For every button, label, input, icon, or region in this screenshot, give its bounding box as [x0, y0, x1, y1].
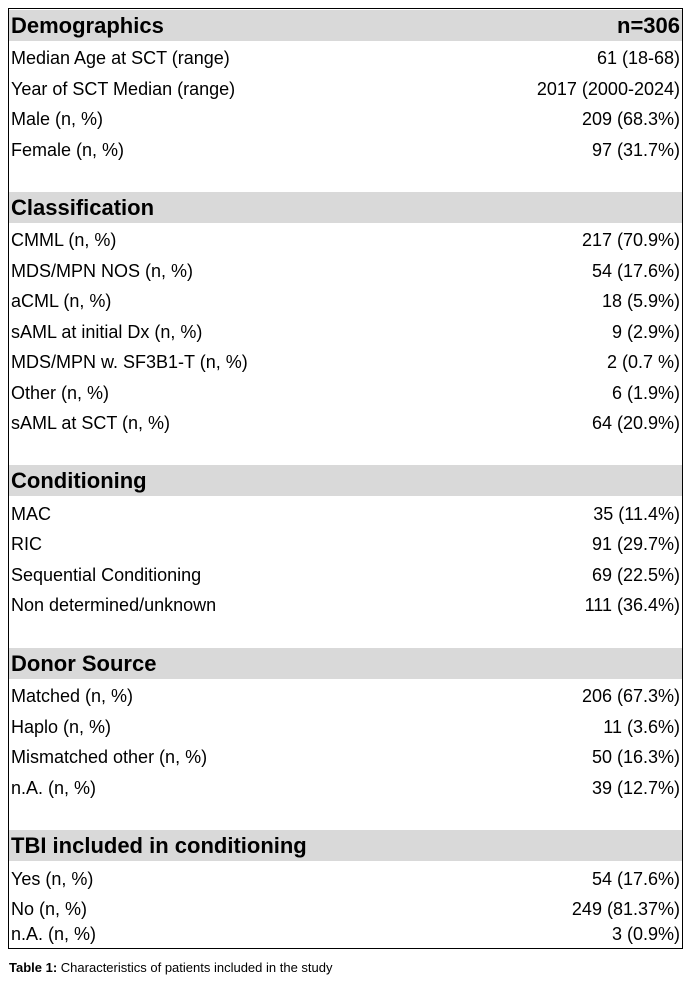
row-label: Median Age at SCT (range): [11, 47, 230, 68]
table-row: No (n, %) 249 (81.37%): [9, 894, 682, 924]
table-row: sAML at initial Dx (n, %) 9 (2.9%): [9, 317, 682, 347]
row-label: Sequential Conditioning: [11, 564, 202, 585]
row-label: Female (n, %): [11, 139, 125, 160]
row-value: 6 (1.9%): [611, 382, 680, 403]
row-value: 39 (12.7%): [591, 777, 680, 798]
row-label: Haplo (n, %): [11, 716, 112, 737]
table-row: Median Age at SCT (range) 61 (18-68): [9, 43, 682, 73]
table-row: MDS/MPN w. SF3B1-T (n, %) 2 (0.7 %): [9, 347, 682, 377]
section-header-tbi: TBI included in conditioning: [9, 830, 682, 861]
row-value: 111 (36.4%): [584, 594, 680, 615]
row-value: 54 (17.6%): [591, 868, 680, 889]
row-label: RIC: [11, 533, 42, 554]
table-row: Matched (n, %) 206 (67.3%): [9, 681, 682, 711]
row-value: 50 (16.3%): [591, 746, 680, 767]
table-row: n.A. (n, %) 39 (12.7%): [9, 773, 682, 803]
row-label: Male (n, %): [11, 108, 104, 129]
table-row: Haplo (n, %) 11 (3.6%): [9, 712, 682, 742]
row-label: MDS/MPN w. SF3B1-T (n, %): [11, 351, 248, 372]
table-row: Sequential Conditioning 69 (22.5%): [9, 560, 682, 590]
section-header-conditioning: Conditioning: [9, 465, 682, 496]
table-caption: Table 1: Characteristics of patients inc…: [9, 960, 332, 975]
table-row: Male (n, %) 209 (68.3%): [9, 104, 682, 134]
section-title: Donor Source: [11, 650, 157, 676]
row-label: sAML at initial Dx (n, %): [11, 321, 203, 342]
table-row: Non determined/unknown 111 (36.4%): [9, 590, 682, 620]
caption-label: Table 1:: [9, 960, 58, 975]
row-value: 209 (68.3%): [581, 108, 680, 129]
row-value: 2 (0.7 %): [606, 351, 680, 372]
row-value: 61 (18-68): [596, 47, 680, 68]
row-label: n.A. (n, %): [11, 923, 97, 944]
table-row: Mismatched other (n, %) 50 (16.3%): [9, 742, 682, 772]
table-row: Female (n, %) 97 (31.7%): [9, 135, 682, 165]
row-value: 11 (3.6%): [603, 716, 680, 737]
row-label: Matched (n, %): [11, 685, 134, 706]
row-value: 69 (22.5%): [591, 564, 680, 585]
row-label: n.A. (n, %): [11, 777, 97, 798]
row-value: 217 (70.9%): [581, 229, 680, 250]
row-label: Mismatched other (n, %): [11, 746, 208, 767]
row-label: No (n, %): [11, 898, 88, 919]
row-label: aCML (n, %): [11, 290, 112, 311]
row-value: 18 (5.9%): [601, 290, 680, 311]
row-label: CMML (n, %): [11, 229, 117, 250]
row-value: 249 (81.37%): [571, 898, 680, 919]
section-header-classification: Classification: [9, 192, 682, 223]
section-title: TBI included in conditioning: [11, 832, 307, 858]
row-label: sAML at SCT (n, %): [11, 412, 171, 433]
section-header-donor-source: Donor Source: [9, 648, 682, 679]
row-label: Year of SCT Median (range): [11, 78, 236, 99]
table-row: aCML (n, %) 18 (5.9%): [9, 286, 682, 316]
row-label: MDS/MPN NOS (n, %): [11, 260, 194, 281]
row-value: 3 (0.9%): [611, 923, 680, 944]
row-value: 35 (11.4%): [593, 503, 680, 524]
table-row: Yes (n, %) 54 (17.6%): [9, 864, 682, 894]
row-label: Non determined/unknown: [11, 594, 217, 615]
table-row: Other (n, %) 6 (1.9%): [9, 378, 682, 408]
table-row: Year of SCT Median (range) 2017 (2000-20…: [9, 74, 682, 104]
row-value: 97 (31.7%): [591, 139, 680, 160]
section-title: Classification: [11, 194, 155, 220]
row-label: Yes (n, %): [11, 868, 94, 889]
row-value: 206 (67.3%): [581, 685, 680, 706]
table-row: MAC 35 (11.4%): [9, 499, 682, 529]
patient-characteristics-table: Demographics n=306 Median Age at SCT (ra…: [8, 8, 683, 949]
sample-size: n=306: [617, 12, 680, 38]
section-title: Conditioning: [11, 467, 147, 493]
section-title: Demographics: [11, 12, 164, 38]
row-value: 91 (29.7%): [591, 533, 680, 554]
caption-text: Characteristics of patients included in …: [57, 960, 333, 975]
section-header-demographics: Demographics n=306: [9, 10, 682, 41]
table-row: RIC 91 (29.7%): [9, 529, 682, 559]
table-row: CMML (n, %) 217 (70.9%): [9, 225, 682, 255]
row-value: 2017 (2000-2024): [536, 78, 680, 99]
row-value: 9 (2.9%): [611, 321, 680, 342]
row-label: Other (n, %): [11, 382, 110, 403]
row-value: 64 (20.9%): [591, 412, 680, 433]
row-label: MAC: [11, 503, 51, 524]
table-row: n.A. (n, %) 3 (0.9%): [9, 920, 682, 948]
row-value: 54 (17.6%): [591, 260, 680, 281]
table-row: sAML at SCT (n, %) 64 (20.9%): [9, 408, 682, 438]
table-row: MDS/MPN NOS (n, %) 54 (17.6%): [9, 256, 682, 286]
